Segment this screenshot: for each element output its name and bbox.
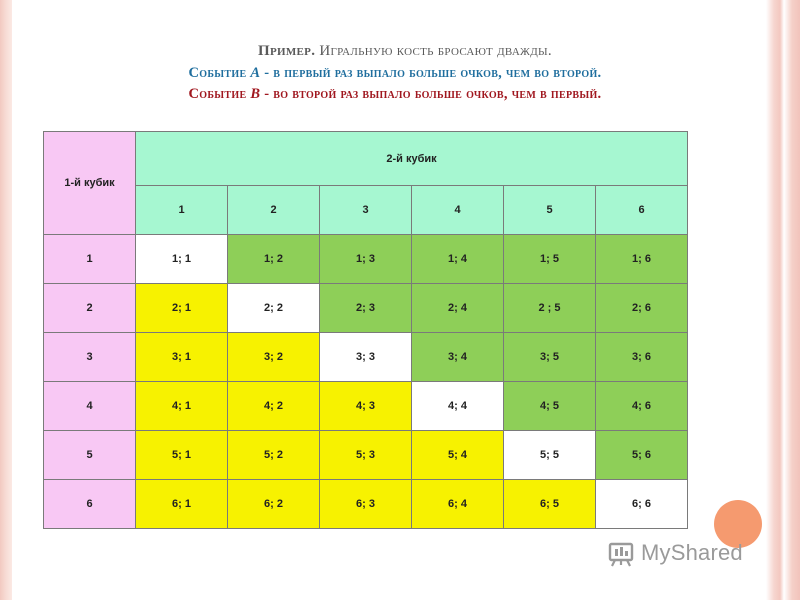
outcome-cell-equal: 3; 3 — [319, 332, 412, 382]
column-number: 5 — [503, 185, 596, 235]
column-number: 4 — [411, 185, 504, 235]
outcome-cell-event-b: 1; 5 — [503, 234, 596, 284]
outcome-cell-event-b: 1; 2 — [227, 234, 320, 284]
watermark: MyShared — [606, 536, 743, 570]
example-text: Игральную кость бросают дважды. — [319, 43, 552, 59]
row-number: 1 — [43, 234, 136, 284]
outcome-cell-event-b: 3; 6 — [595, 332, 688, 382]
outcome-cell-event-a: 2; 1 — [135, 283, 228, 333]
outcome-cell-event-b: 1; 3 — [319, 234, 412, 284]
outcome-cell-event-b: 1; 4 — [411, 234, 504, 284]
table-row: 4 4; 1 4; 2 4; 3 4; 4 4; 5 4; 6 — [43, 381, 688, 431]
outcome-cell-event-a: 6; 3 — [319, 479, 412, 529]
table-row: 5 5; 1 5; 2 5; 3 5; 4 5; 5 5; 6 — [43, 430, 688, 480]
row-number: 6 — [43, 479, 136, 529]
row-header-label: 1-й кубик — [43, 131, 136, 235]
row-number: 4 — [43, 381, 136, 431]
outcome-cell-event-b: 2; 3 — [319, 283, 412, 333]
outcome-cell-event-a: 4; 1 — [135, 381, 228, 431]
outcome-cell-event-a: 5; 2 — [227, 430, 320, 480]
heading-line-example: Пример. Игральную кость бросают дважды. — [55, 43, 735, 60]
outcome-cell-event-a: 3; 2 — [227, 332, 320, 382]
row-number: 3 — [43, 332, 136, 382]
outcome-cell-equal: 5; 5 — [503, 430, 596, 480]
outcome-cell-event-a: 4; 3 — [319, 381, 412, 431]
column-header-label: 2-й кубик — [135, 131, 688, 186]
watermark-text: MyShared — [641, 540, 743, 565]
outcome-cell-equal: 6; 6 — [595, 479, 688, 529]
right-decorative-border — [766, 0, 800, 600]
event-a-text: - в первый раз выпало больше очков, чем … — [260, 65, 602, 81]
column-number: 3 — [319, 185, 412, 235]
slide-heading: Пример. Игральную кость бросают дважды. … — [55, 43, 735, 103]
column-number: 1 — [135, 185, 228, 235]
dice-outcomes-table: 1-й кубик 2-й кубик 1 2 3 4 5 6 1 1; 1 1; 2 1; 3 1; … — [43, 131, 688, 529]
row-number: 2 — [43, 283, 136, 333]
table-row: 3 3; 1 3; 2 3; 3 3; 4 3; 5 3; 6 — [43, 332, 688, 382]
outcome-cell-event-a: 6; 1 — [135, 479, 228, 529]
outcome-cell-event-b: 5; 6 — [595, 430, 688, 480]
outcome-cell-event-b: 2; 6 — [595, 283, 688, 333]
example-label: Пример. — [258, 43, 316, 59]
outcome-cell-event-a: 4; 2 — [227, 381, 320, 431]
event-b-prefix: Событие — [188, 86, 251, 102]
outcome-cell-equal: 2; 2 — [227, 283, 320, 333]
event-b-name: B — [250, 86, 261, 102]
decorative-orange-circle — [714, 500, 762, 548]
outcome-cell-event-a: 6; 2 — [227, 479, 320, 529]
outcome-cell-event-b: 2; 4 — [411, 283, 504, 333]
myshared-logo-icon — [608, 542, 634, 567]
outcome-cell-event-a: 5; 4 — [411, 430, 504, 480]
left-decorative-border — [0, 0, 12, 600]
outcome-cell-event-a: 5; 1 — [135, 430, 228, 480]
outcome-cell-event-a: 3; 1 — [135, 332, 228, 382]
event-a-name: А — [250, 65, 261, 81]
event-b-text: - во второй раз выпало больше очков, чем… — [260, 86, 602, 102]
column-number: 2 — [227, 185, 320, 235]
outcome-cell-event-a: 6; 4 — [411, 479, 504, 529]
event-a-prefix: Событие — [188, 65, 251, 81]
outcome-cell-event-a: 5; 3 — [319, 430, 412, 480]
outcome-cell-event-b: 3; 4 — [411, 332, 504, 382]
outcome-cell-event-b: 3; 5 — [503, 332, 596, 382]
outcome-cell-event-b: 4; 5 — [503, 381, 596, 431]
row-number: 5 — [43, 430, 136, 480]
outcome-cell-event-b: 2 ; 5 — [503, 283, 596, 333]
table-row: 1 1; 1 1; 2 1; 3 1; 4 1; 5 1; 6 — [43, 234, 688, 284]
outcome-cell-event-b: 1; 6 — [595, 234, 688, 284]
outcome-cell-equal: 1; 1 — [135, 234, 228, 284]
outcome-cell-event-b: 4; 6 — [595, 381, 688, 431]
heading-line-event-b: Событие B - во второй раз выпало больше … — [55, 86, 735, 103]
outcome-cell-event-a: 6; 5 — [503, 479, 596, 529]
table-row: 6 6; 1 6; 2 6; 3 6; 4 6; 5 6; 6 — [43, 479, 688, 529]
column-number: 6 — [595, 185, 688, 235]
heading-line-event-a: Событие А - в первый раз выпало больше о… — [55, 65, 735, 82]
outcome-cell-equal: 4; 4 — [411, 381, 504, 431]
